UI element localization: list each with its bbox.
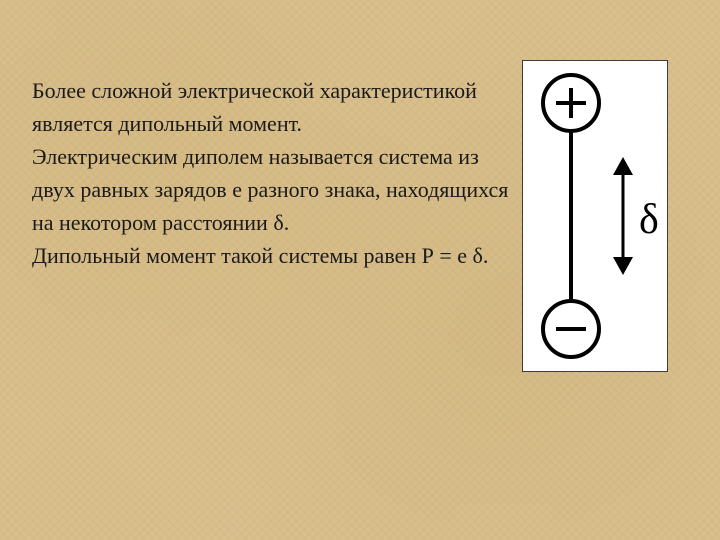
- paragraph-2: Электрическим диполем называется система…: [32, 144, 508, 235]
- paragraph-3: Дипольный момент такой системы равен Р =…: [32, 243, 488, 268]
- svg-text:δ: δ: [639, 197, 659, 243]
- paragraph-1: Более сложной электрической характеристи…: [32, 78, 477, 136]
- body-text: Более сложной электрической характеристи…: [32, 74, 520, 272]
- dipole-diagram: δ: [522, 60, 668, 372]
- dipole-svg: δ: [523, 61, 667, 371]
